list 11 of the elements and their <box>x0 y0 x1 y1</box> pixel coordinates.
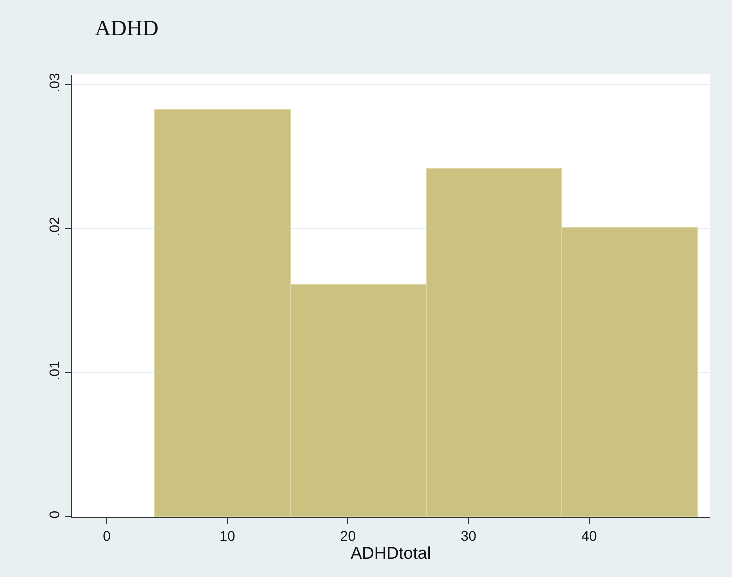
x-tick-label: 30 <box>461 528 477 544</box>
y-tick-label: .01 <box>46 360 62 381</box>
y-tick-label: 0 <box>46 510 62 519</box>
x-axis-title: ADHDtotal <box>350 544 432 563</box>
x-tick-label: 40 <box>582 528 598 544</box>
x-tick-label: 10 <box>220 528 236 544</box>
chart-title: ADHD <box>95 16 159 41</box>
y-tick-label: .02 <box>46 217 62 237</box>
x-tick-label: 20 <box>340 528 356 544</box>
x-tick-label: 0 <box>103 528 112 544</box>
y-tick-label: .03 <box>46 73 62 93</box>
